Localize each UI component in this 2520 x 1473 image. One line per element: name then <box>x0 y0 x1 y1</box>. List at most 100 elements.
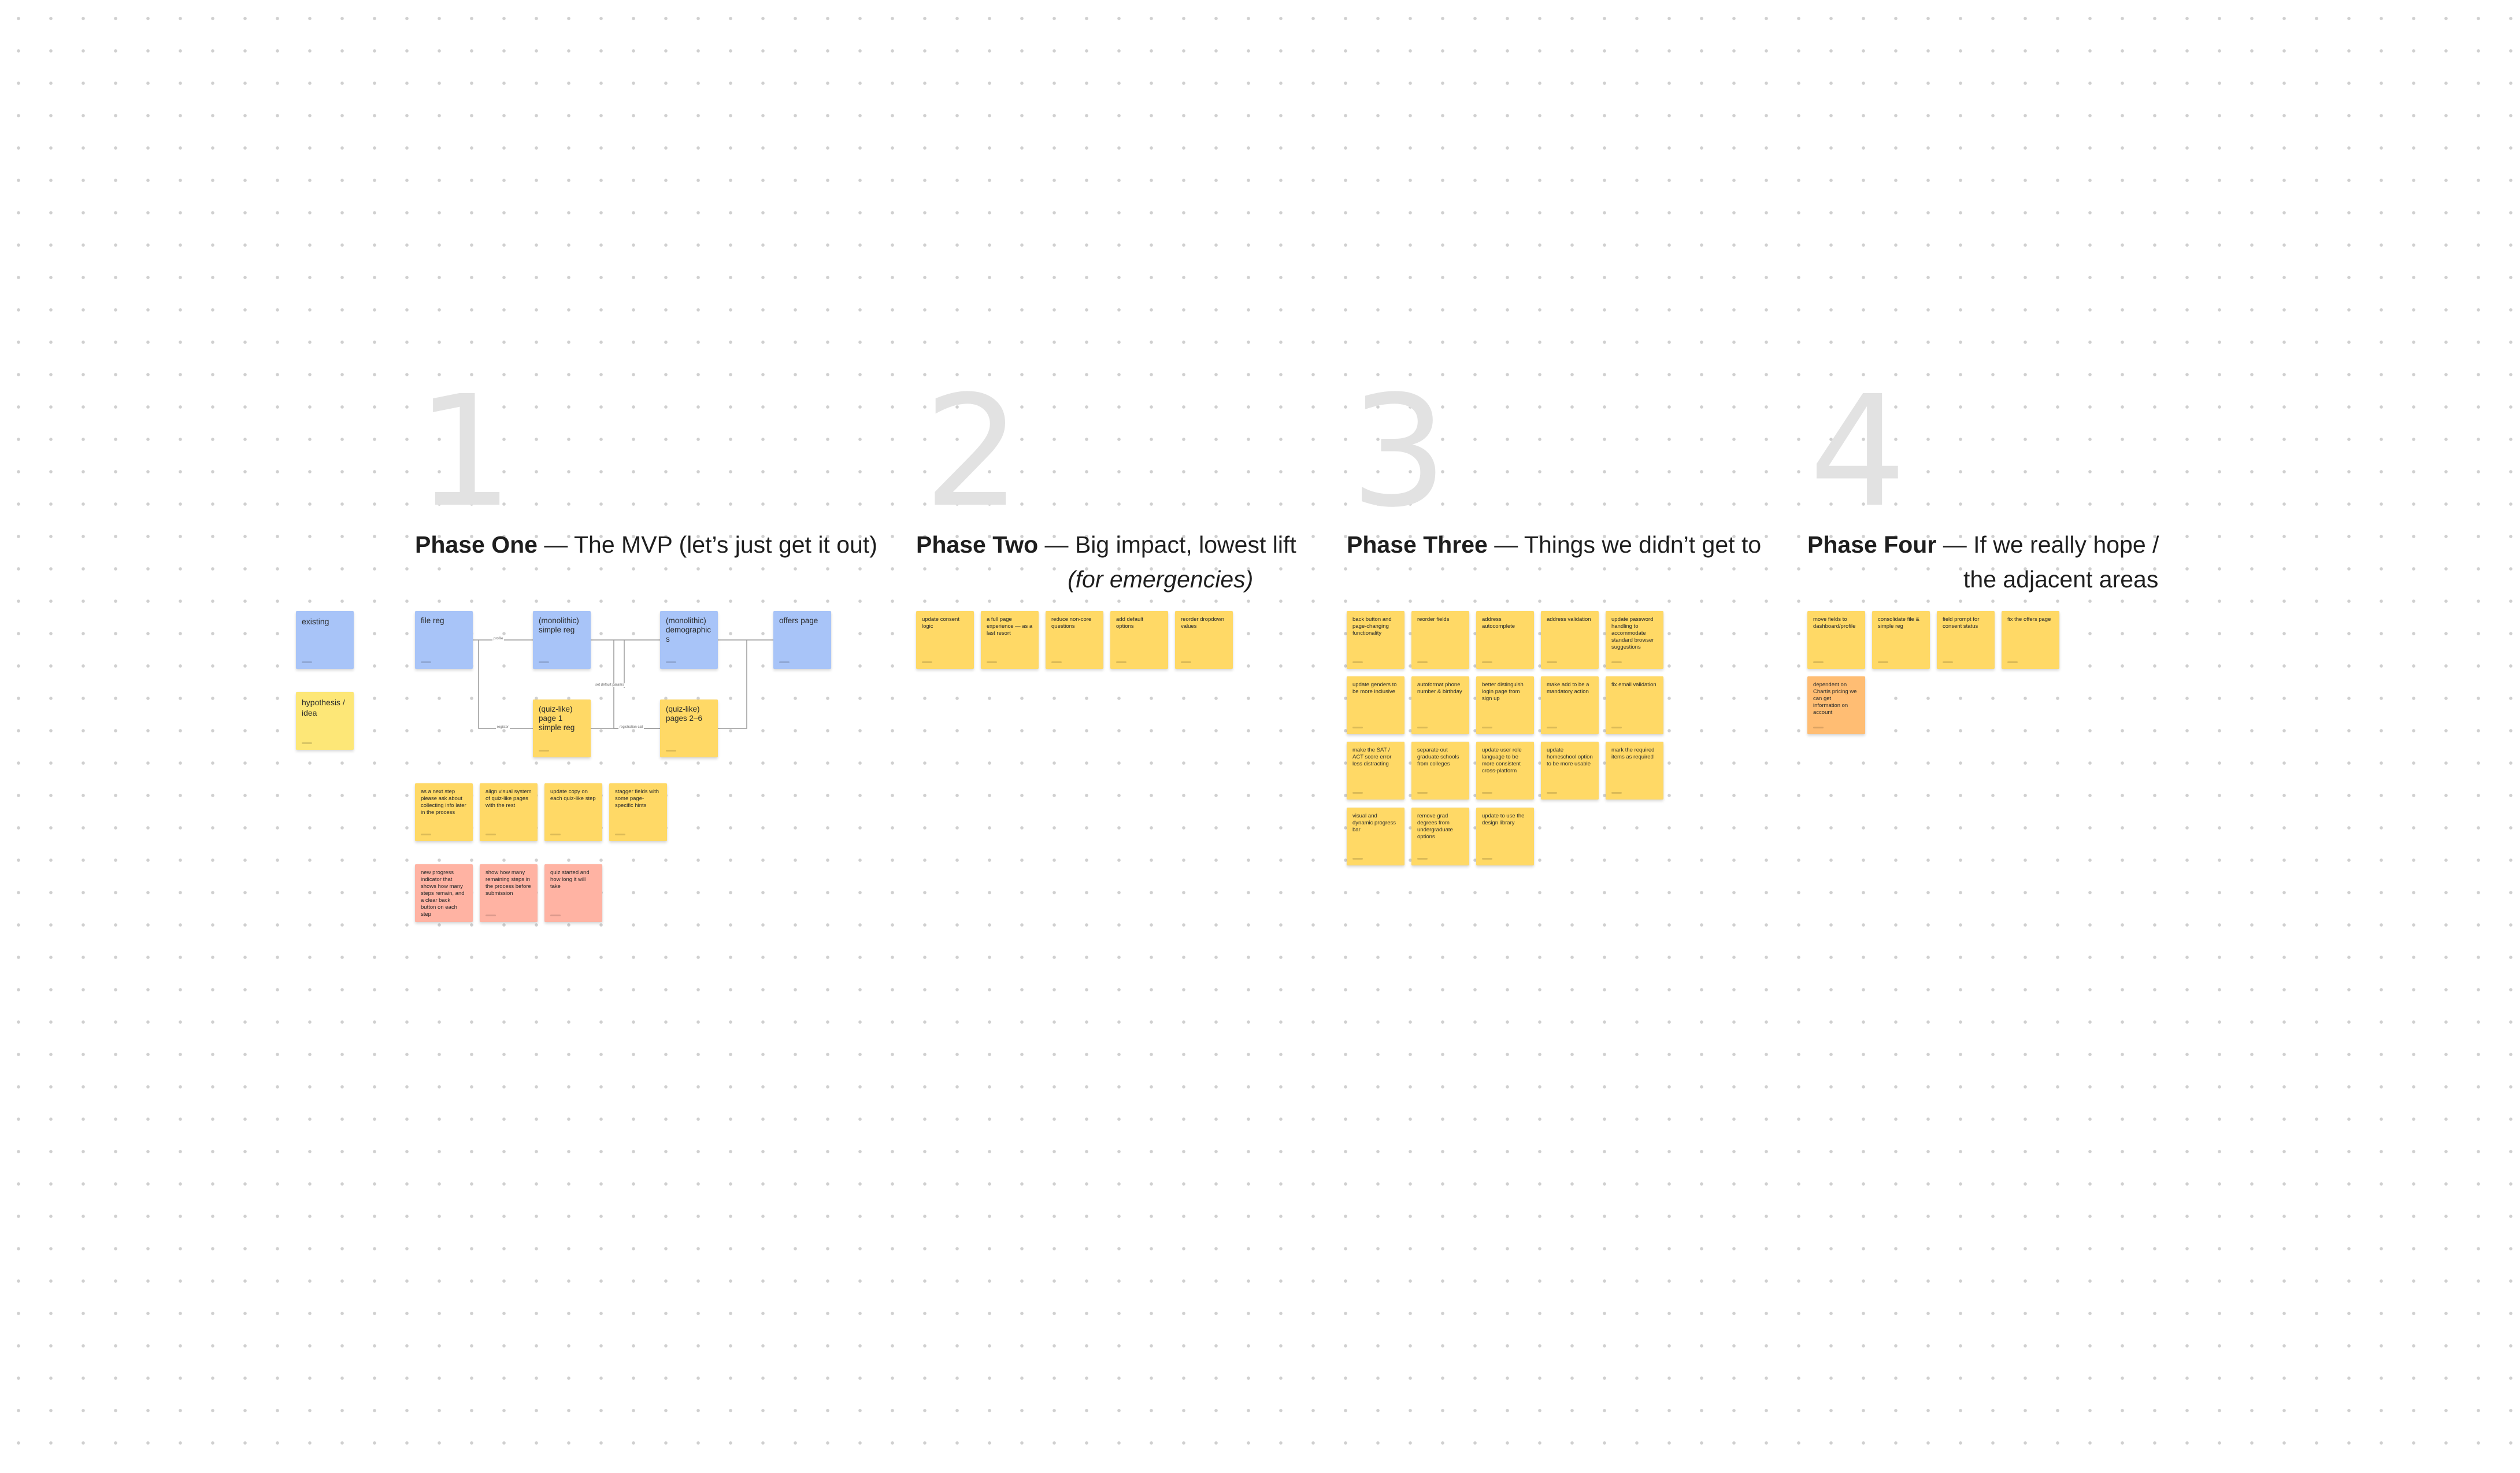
legend-sticky-hypothesis[interactable]: hypothesis / idea <box>296 692 354 750</box>
sticky-note[interactable]: (quiz-like) page 1 simple reg <box>533 700 591 757</box>
sticky-text: add default options <box>1116 616 1144 630</box>
sticky-note[interactable]: as a next step please ask about collecti… <box>415 783 473 841</box>
sticky-note[interactable]: update homeschool option to be more usab… <box>1541 742 1599 800</box>
sticky-note[interactable]: update consent logic <box>916 611 974 669</box>
sticky-text: back button and page-changing functional… <box>1352 616 1392 636</box>
sticky-note[interactable]: fix email validation <box>1606 676 1663 734</box>
sticky-note[interactable]: reorder fields <box>1411 611 1469 669</box>
phase-2-number: 2 <box>924 363 1021 541</box>
sticky-text: hypothesis / idea <box>302 698 345 717</box>
sticky-text: fix email validation <box>1611 682 1656 688</box>
sticky-note[interactable]: make the SAT / ACT score error less dist… <box>1347 742 1404 800</box>
sticky-note[interactable]: consolidate file & simple reg <box>1872 611 1930 669</box>
sticky-text: (monolithic) demographics <box>666 616 711 643</box>
sticky-text: consolidate file & simple reg <box>1878 616 1919 630</box>
connector-label: profile <box>492 637 505 641</box>
phase-3-number: 3 <box>1350 363 1448 541</box>
sticky-text: stagger fields with some page-specific h… <box>615 789 659 809</box>
phase-1-title: Phase One — The MVP (let’s just get it o… <box>415 527 877 562</box>
sticky-note[interactable]: autoformat phone number & birthday <box>1411 676 1469 734</box>
sticky-text: dependent on Chartis pricing we can get … <box>1813 682 1857 716</box>
sticky-text: (monolithic) simple reg <box>539 616 579 634</box>
sticky-note[interactable]: address autocomplete <box>1476 611 1534 669</box>
sticky-text: update to use the design library <box>1482 813 1525 826</box>
sticky-note[interactable]: a full page experience — as a last resor… <box>981 611 1039 669</box>
sticky-note[interactable]: quiz started and how long it will take <box>544 864 602 922</box>
sticky-note[interactable]: show how many remaining steps in the pro… <box>480 864 538 922</box>
sticky-text: reorder fields <box>1417 616 1450 623</box>
phase-4-title: Phase Four — If we really hope / the adj… <box>1807 527 2159 597</box>
sticky-text: show how many remaining steps in the pro… <box>486 869 531 897</box>
sticky-text: remove grad degrees from undergraduate o… <box>1417 813 1453 840</box>
phase-4-number: 4 <box>1809 363 1907 541</box>
sticky-text: update genders to be more inclusive <box>1352 682 1397 695</box>
sticky-text: move fields to dashboard/profile <box>1813 616 1856 630</box>
sticky-note[interactable]: reorder dropdown values <box>1175 611 1233 669</box>
phase-4-name: Phase Four <box>1807 531 1937 558</box>
sticky-note[interactable]: update password handling to accommodate … <box>1606 611 1663 669</box>
legend-sticky-existing[interactable]: existing <box>296 611 354 669</box>
sticky-text: separate out graduate schools from colle… <box>1417 747 1459 767</box>
sticky-note[interactable]: address validation <box>1541 611 1599 669</box>
sticky-note[interactable]: update genders to be more inclusive <box>1347 676 1404 734</box>
sticky-text: reduce non-core questions <box>1051 616 1092 630</box>
sticky-note[interactable]: align visual system of quiz-like pages w… <box>480 783 538 841</box>
sticky-text: (quiz-like) page 1 simple reg <box>539 705 575 732</box>
sticky-note[interactable]: add default options <box>1110 611 1168 669</box>
sticky-text: visual and dynamic progress bar <box>1352 813 1396 833</box>
sticky-note[interactable]: update to use the design library <box>1476 808 1534 865</box>
sticky-note[interactable]: move fields to dashboard/profile <box>1807 611 1865 669</box>
sticky-text: offers page <box>779 616 818 625</box>
sticky-text: update password handling to accommodate … <box>1611 616 1654 650</box>
sticky-text: as a next step please ask about collecti… <box>421 789 466 816</box>
sticky-text: (quiz-like) pages 2–6 <box>666 705 703 723</box>
phase-2-title: Phase Two — Big impact, lowest lift (for… <box>916 527 1296 597</box>
phase-2-description: — Big impact, lowest lift <box>1044 531 1296 558</box>
sticky-text: address validation <box>1547 616 1591 623</box>
sticky-note[interactable]: make add to be a mandatory action <box>1541 676 1599 734</box>
phase-1-description: — The MVP (let’s just get it out) <box>544 531 877 558</box>
sticky-text: fix the offers page <box>2007 616 2051 623</box>
sticky-note[interactable]: (monolithic) demographics <box>660 611 718 669</box>
phase-3-name: Phase Three <box>1347 531 1488 558</box>
sticky-text: file reg <box>421 616 444 625</box>
sticky-note[interactable]: new progress indicator that shows how ma… <box>415 864 473 922</box>
sticky-text: field prompt for consent status <box>1943 616 1980 630</box>
sticky-note[interactable]: fix the offers page <box>2002 611 2059 669</box>
sticky-note[interactable]: back button and page-changing functional… <box>1347 611 1404 669</box>
sticky-text: autoformat phone number & birthday <box>1417 682 1462 695</box>
sticky-note[interactable]: file reg <box>415 611 473 669</box>
sticky-text: update copy on each quiz-like step <box>550 789 596 802</box>
sticky-text: update user role language to be more con… <box>1482 747 1522 774</box>
sticky-note[interactable]: field prompt for consent status <box>1937 611 1995 669</box>
sticky-note[interactable]: stagger fields with some page-specific h… <box>609 783 667 841</box>
connector-label: set default params <box>594 683 625 687</box>
sticky-note[interactable]: visual and dynamic progress bar <box>1347 808 1404 865</box>
sticky-note[interactable]: remove grad degrees from undergraduate o… <box>1411 808 1469 865</box>
phase-3-title: Phase Three — Things we didn’t get to <box>1347 527 1761 562</box>
sticky-note[interactable]: dependent on Chartis pricing we can get … <box>1807 676 1865 734</box>
sticky-note[interactable]: update copy on each quiz-like step <box>544 783 602 841</box>
sticky-note[interactable]: update user role language to be more con… <box>1476 742 1534 800</box>
sticky-text: make the SAT / ACT score error less dist… <box>1352 747 1392 767</box>
sticky-text: align visual system of quiz-like pages w… <box>486 789 532 809</box>
sticky-note[interactable]: (quiz-like) pages 2–6 <box>660 700 718 757</box>
sticky-note[interactable]: (monolithic) simple reg <box>533 611 591 669</box>
sticky-text: reorder dropdown values <box>1181 616 1224 630</box>
phase-4-subtitle: the adjacent areas <box>1963 566 2159 593</box>
sticky-note[interactable]: offers page <box>773 611 831 669</box>
phase-1-name: Phase One <box>415 531 538 558</box>
phase-1-number: 1 <box>416 363 514 541</box>
connector-label: register <box>496 726 510 729</box>
sticky-note[interactable]: better distinguish login page from sign … <box>1476 676 1534 734</box>
sticky-text: existing <box>302 617 329 626</box>
sticky-note[interactable]: mark the required items as required <box>1606 742 1663 800</box>
sticky-note[interactable]: separate out graduate schools from colle… <box>1411 742 1469 800</box>
phase-2-name: Phase Two <box>916 531 1039 558</box>
sticky-text: a full page experience — as a last resor… <box>987 616 1033 636</box>
sticky-text: update homeschool option to be more usab… <box>1547 747 1593 767</box>
connector-label: registration call <box>618 726 644 729</box>
sticky-note[interactable]: reduce non-core questions <box>1046 611 1103 669</box>
